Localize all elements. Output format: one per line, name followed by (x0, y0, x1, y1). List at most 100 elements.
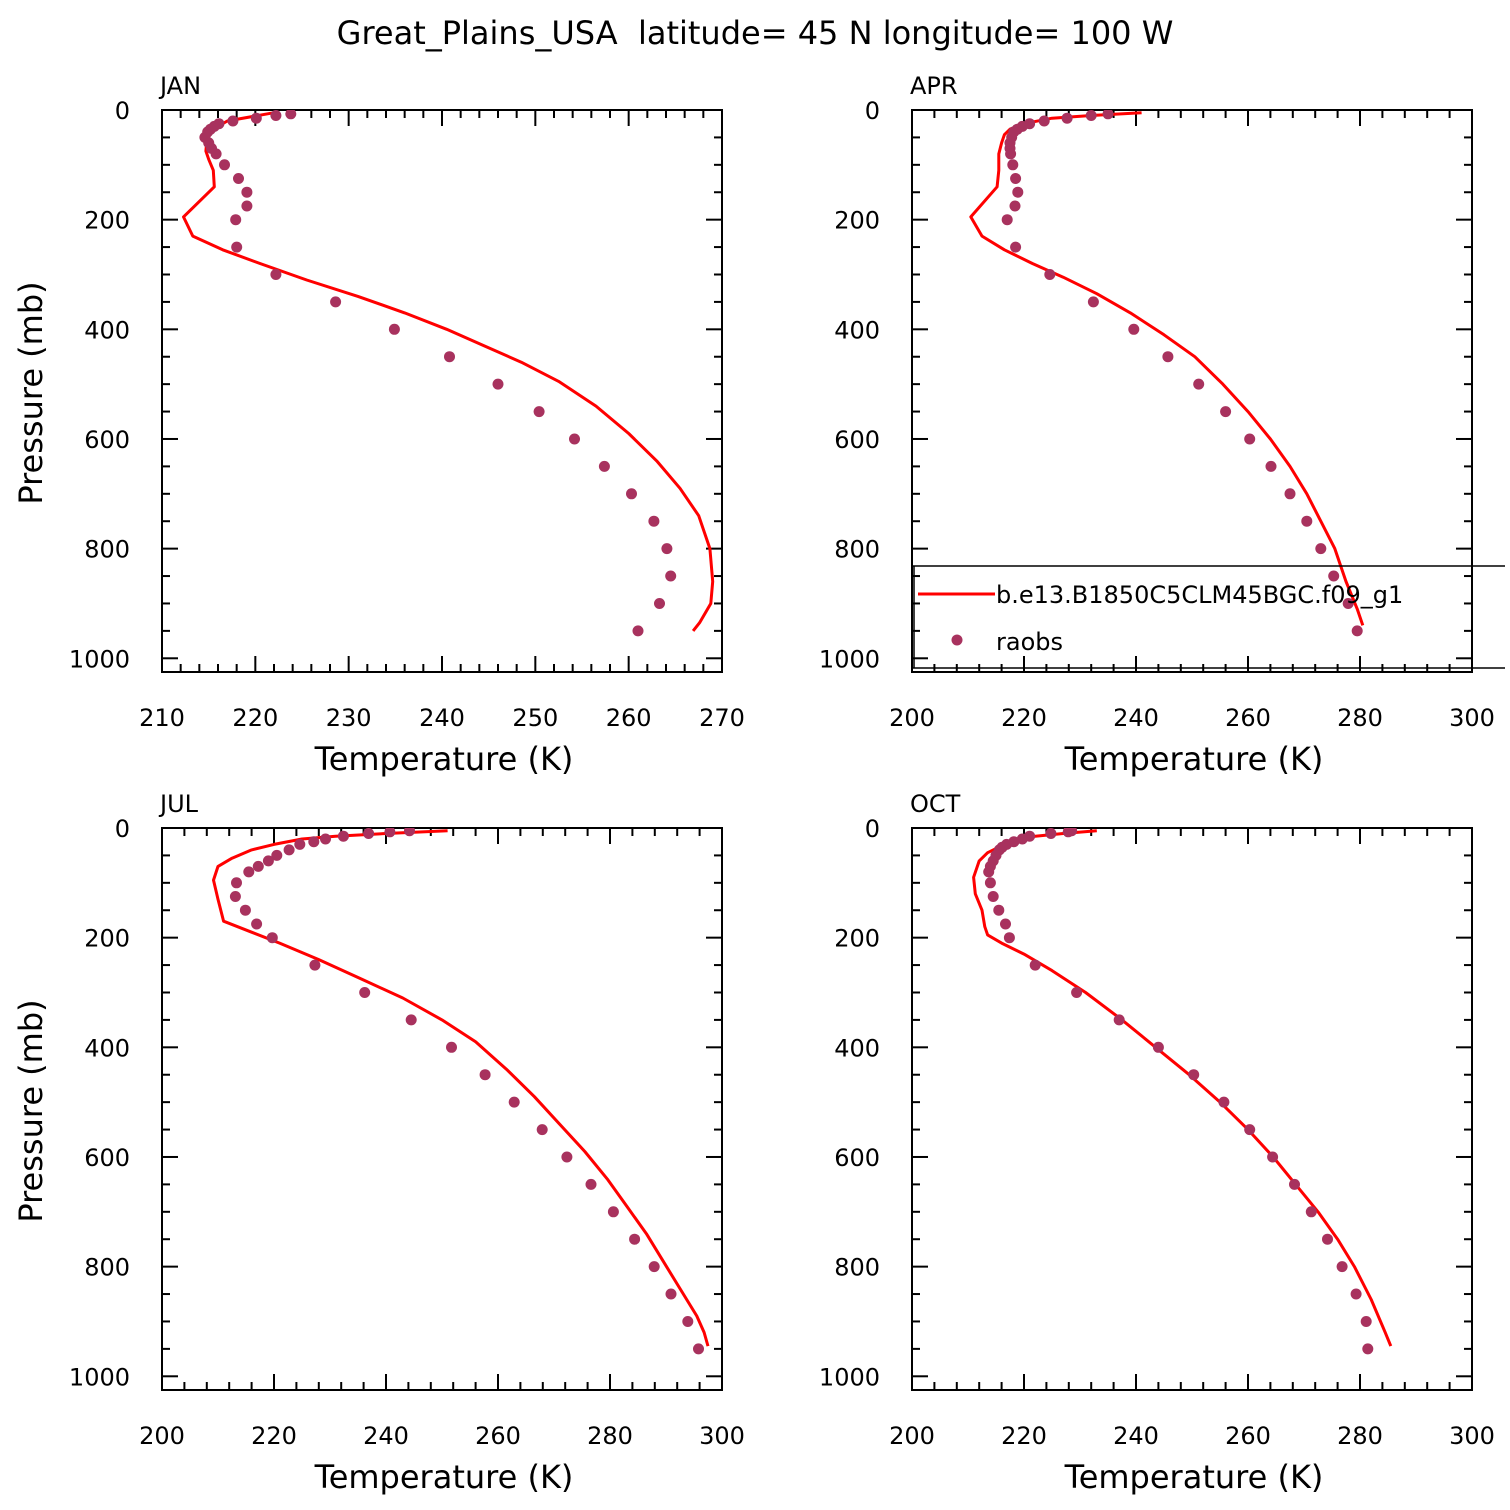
raobs-point (363, 828, 375, 839)
x-tick-label: 270 (699, 704, 745, 732)
raobs-point (1044, 269, 1056, 280)
raobs-point (404, 828, 415, 837)
raobs-point (231, 241, 243, 253)
raobs-point (283, 844, 295, 856)
raobs-point (262, 855, 274, 867)
x-tick-label: 200 (139, 1422, 185, 1450)
raobs-point (693, 1343, 704, 1355)
raobs-point (1193, 378, 1205, 390)
raobs-point (271, 849, 283, 861)
axes-frame (911, 827, 1473, 1391)
raobs-point (1301, 515, 1313, 527)
y-tick-label: 400 (84, 1034, 130, 1062)
x-tick-label: 300 (699, 1422, 745, 1450)
raobs-point (252, 860, 264, 872)
y-tick-label: 0 (865, 97, 880, 125)
x-tick-label: 230 (326, 704, 372, 732)
panels: JAN 210 220 230 240 250 260 270 0 200 400 600 800 100… (12, 72, 1505, 1496)
x-tick-label: 240 (1113, 704, 1159, 732)
raobs-point (229, 891, 241, 902)
raobs-point (1284, 488, 1296, 500)
raobs-point (270, 269, 282, 280)
panel-label-oct: OCT (910, 790, 961, 818)
panel-label-jul: JUL (158, 790, 199, 818)
raobs-point (984, 877, 996, 889)
raobs-point (1071, 987, 1083, 998)
raobs-point (1188, 1069, 1200, 1081)
panel-label-jan: JAN (158, 72, 201, 100)
y-tick-label: 1000 (69, 1363, 130, 1391)
x-tick-label: 220 (232, 704, 278, 732)
x-axis-label: Temperature (K) (314, 1458, 574, 1496)
y-tick-label: 600 (84, 1144, 130, 1172)
legend-marker-swatch (951, 634, 963, 646)
raobs-point (384, 828, 396, 838)
raobs-point (1152, 1041, 1164, 1053)
raobs-point (1012, 186, 1024, 198)
y-axis-label: Pressure (mb) (12, 999, 50, 1222)
raobs-point (1362, 1343, 1374, 1355)
raobs-point (1001, 214, 1013, 226)
raobs-point (1102, 110, 1114, 120)
x-tick-label: 220 (1001, 704, 1047, 732)
raobs-point (1218, 1096, 1230, 1108)
x-tick-label: 300 (1449, 1422, 1495, 1450)
raobs-point (479, 1069, 491, 1081)
raobs-point (359, 987, 371, 998)
y-tick-label: 400 (834, 316, 880, 344)
x-axis-label: Temperature (K) (314, 740, 574, 778)
raobs-point (1113, 1014, 1125, 1026)
raobs-point (665, 570, 677, 582)
plot-area (182, 110, 715, 637)
y-tick-label: 400 (834, 1034, 880, 1062)
raobs-point (1045, 828, 1057, 839)
raobs-point (648, 1261, 660, 1273)
y-tick-label: 0 (115, 815, 130, 843)
raobs-point (569, 433, 580, 445)
y-tick-label: 200 (84, 925, 130, 953)
raobs-point (665, 1288, 677, 1300)
raobs-point (1162, 351, 1174, 363)
model-profile-line (969, 111, 1365, 626)
raobs-point (227, 115, 239, 127)
x-tick-label: 250 (512, 704, 558, 732)
y-tick-label: 800 (84, 536, 130, 564)
raobs-point (987, 891, 999, 902)
raobs-point (405, 1014, 417, 1026)
raobs-point (231, 877, 242, 889)
raobs-point (993, 904, 1005, 916)
raobs-point (294, 838, 306, 850)
raobs-point (536, 1124, 548, 1136)
x-tick-label: 220 (251, 1422, 297, 1450)
raobs-point (239, 904, 251, 916)
x-tick-label: 260 (1225, 1422, 1271, 1450)
raobs-point (1128, 323, 1140, 335)
y-tick-label: 200 (834, 925, 880, 953)
raobs-point (337, 830, 349, 842)
raobs-point (1010, 173, 1022, 184)
raobs-point (1038, 115, 1050, 127)
raobs-point (661, 543, 673, 555)
raobs-point (210, 148, 222, 160)
axes-frame (161, 827, 723, 1391)
x-tick-label: 200 (889, 1422, 935, 1450)
axes-frame (911, 109, 1473, 673)
raobs-point (682, 1316, 694, 1327)
raobs-point (492, 378, 504, 390)
plot-area (969, 110, 1365, 637)
raobs-point (561, 1151, 573, 1163)
raobs-point (309, 959, 321, 971)
y-tick-label: 800 (84, 1254, 130, 1282)
x-tick-label: 240 (419, 704, 465, 732)
raobs-point (1005, 148, 1017, 160)
x-tick-label: 280 (587, 1422, 633, 1450)
raobs-point (446, 1041, 457, 1053)
raobs-point (626, 488, 637, 500)
raobs-point (1062, 828, 1074, 838)
figure-title: Great_Plains_USA latitude= 45 N longitud… (337, 14, 1174, 52)
y-tick-label: 1000 (819, 645, 880, 673)
x-tick-label: 210 (139, 704, 185, 732)
y-tick-label: 200 (834, 207, 880, 235)
raobs-point (270, 110, 282, 121)
y-tick-label: 1000 (69, 645, 130, 673)
